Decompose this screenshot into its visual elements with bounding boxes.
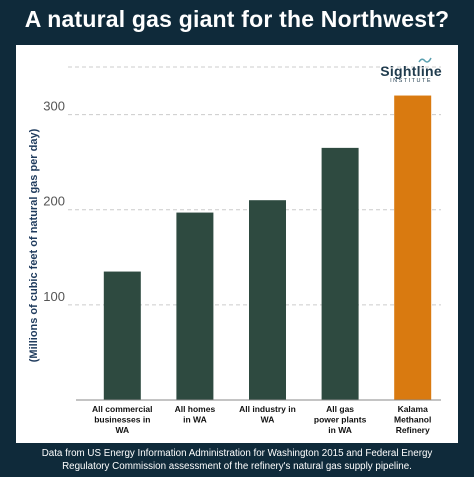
source-line-1: Data from US Energy Information Administ… <box>41 448 433 459</box>
x-tick-label: All industry in <box>239 404 296 414</box>
bar <box>103 271 141 400</box>
x-tick-label: power plants <box>314 415 367 425</box>
y-tick-label: 200 <box>43 194 65 209</box>
x-tick-label: in WA <box>183 415 207 425</box>
chart-panel: Sightline INSTITUTE 100 200 300 (Millions o… <box>16 45 458 443</box>
x-tick-label: Methanol <box>394 415 431 425</box>
y-tick-label: 100 <box>43 289 65 304</box>
x-tick-label: Refinery <box>396 425 430 435</box>
x-tick-label: All homes <box>175 404 216 414</box>
y-axis-label: (Millions of cubic feet of natural gas p… <box>28 128 40 362</box>
source-line-2: Regulatory Commission assessment of the … <box>62 461 412 472</box>
bar <box>394 95 432 401</box>
x-tick-label: All gas <box>326 404 354 414</box>
x-tick-label: All commercial <box>92 404 152 414</box>
x-tick-label: Kalama <box>398 404 429 414</box>
x-tick-label: businesses in <box>94 415 150 425</box>
sightline-logo: Sightline INSTITUTE <box>380 57 442 84</box>
y-tick-label: 300 <box>43 99 65 114</box>
logo-name: Sightline <box>380 63 442 79</box>
bar-chart: 100 200 300 (Millions of cubic feet of natu… <box>28 66 441 435</box>
source-note: Data from US Energy Information Administ… <box>0 447 474 473</box>
bar <box>321 147 359 400</box>
x-tick-label: WA <box>115 425 129 435</box>
x-tick-label: in WA <box>328 425 352 435</box>
bar <box>249 200 286 400</box>
chart-title: A natural gas giant for the Northwest? <box>24 6 450 32</box>
logo-wave-icon <box>418 57 432 63</box>
logo-subtitle: INSTITUTE <box>390 78 433 84</box>
x-tick-label: WA <box>261 415 275 425</box>
bar <box>176 212 214 400</box>
